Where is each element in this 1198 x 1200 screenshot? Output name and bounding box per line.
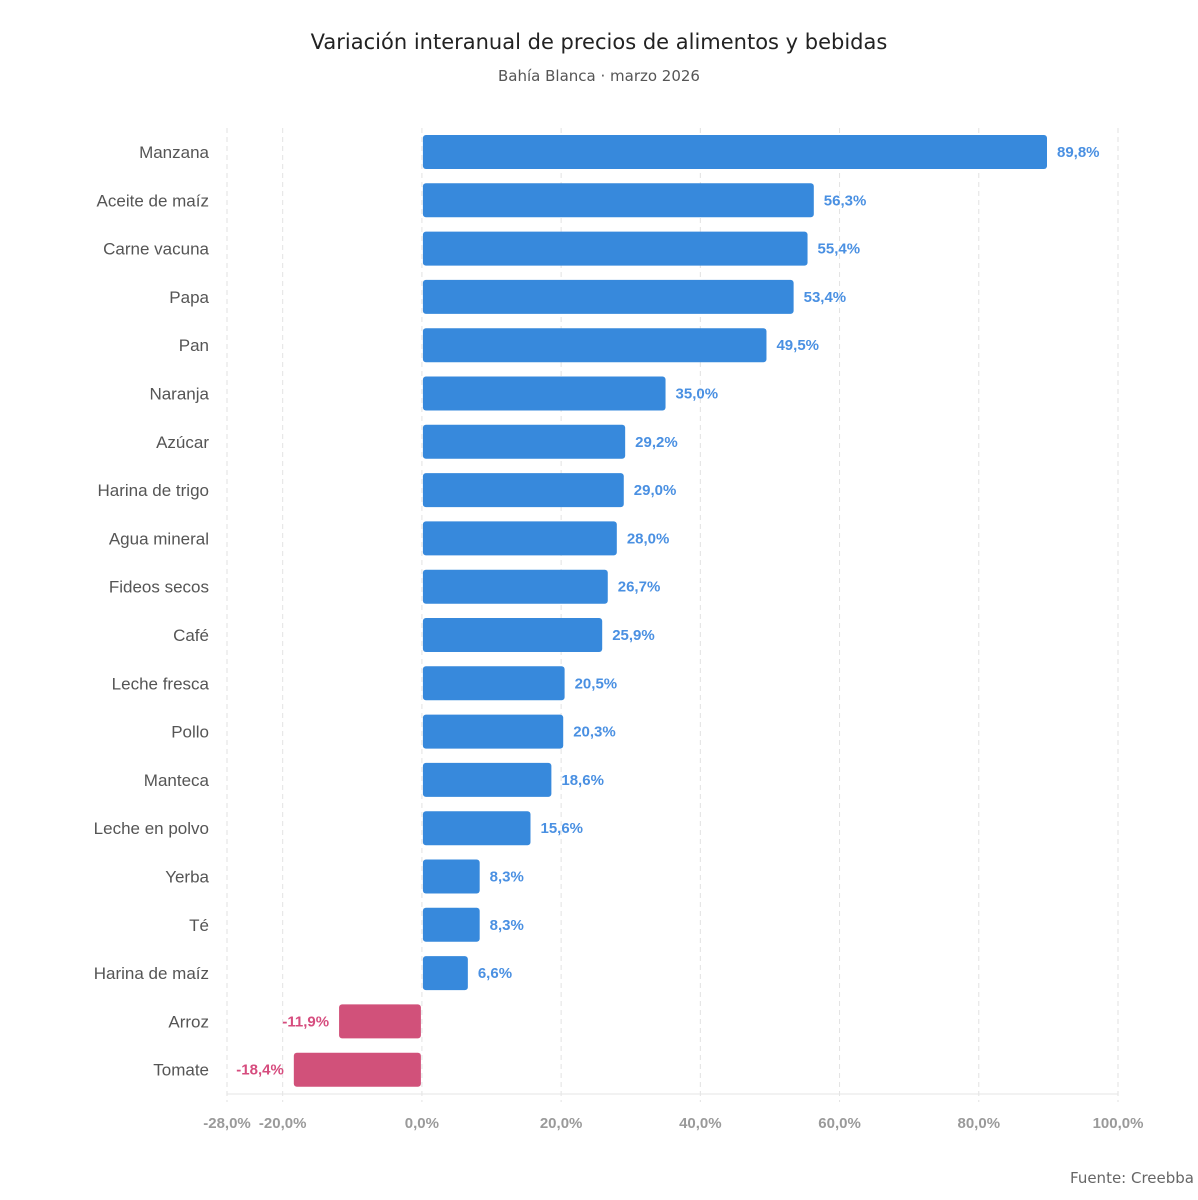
chart-title: Variación interanual de precios de alime… (310, 30, 888, 54)
bar-harina-de-maíz[interactable] (422, 956, 468, 991)
bar-azúcar[interactable] (422, 424, 626, 459)
bar-yerba[interactable] (422, 859, 480, 894)
category-label: Naranja (149, 385, 209, 404)
x-tick-label: 100,0% (1093, 1115, 1144, 1132)
value-label: 35,0% (676, 386, 719, 403)
category-label: Café (173, 626, 209, 645)
value-label: 29,2% (635, 434, 678, 451)
bar-manzana[interactable] (422, 135, 1047, 169)
value-label: 8,3% (490, 869, 524, 886)
category-label: Yerba (165, 868, 209, 887)
value-label: -11,9% (282, 1013, 329, 1030)
bar-tomate[interactable] (293, 1052, 421, 1087)
bar-agua-mineral[interactable] (422, 521, 617, 556)
bar-leche-fresca[interactable] (422, 666, 565, 701)
bar-leche-en-polvo[interactable] (422, 811, 531, 846)
bar-café[interactable] (422, 618, 603, 652)
bar-pollo[interactable] (422, 714, 564, 749)
value-label: 56,3% (824, 192, 867, 209)
value-label: 55,4% (818, 241, 861, 258)
category-label: Manteca (144, 771, 210, 790)
x-tick-label: 20,0% (540, 1115, 583, 1132)
x-tick-label: 40,0% (679, 1115, 722, 1132)
category-label: Fideos secos (109, 578, 209, 597)
category-label: Arroz (168, 1012, 209, 1031)
x-tick-label: 0,0% (405, 1115, 439, 1132)
value-label: 8,3% (490, 917, 524, 934)
category-label: Azúcar (156, 433, 209, 452)
bar-papa[interactable] (422, 279, 794, 314)
x-axis-ticks: -28,0% -20,0% 0,0% 20,0% 40,0% 60,0% 80,0% 100,… (203, 1115, 1143, 1132)
value-label: 15,6% (540, 820, 583, 837)
value-label: 20,5% (575, 675, 618, 692)
category-label: Agua mineral (109, 529, 209, 548)
x-tick-label: -20,0% (259, 1115, 307, 1132)
category-label: Leche fresca (112, 674, 210, 693)
bar-fideos-secos[interactable] (422, 569, 608, 604)
bar-arroz[interactable] (339, 1004, 421, 1039)
chart-subtitle: Bahía Blanca · marzo 2026 (498, 67, 700, 85)
bars (293, 135, 1047, 1087)
bar-pan[interactable] (422, 328, 767, 363)
bar-harina-de-trigo[interactable] (422, 473, 624, 508)
category-label: Tomate (153, 1061, 209, 1080)
category-label: Pan (179, 336, 209, 355)
bar-naranja[interactable] (422, 376, 666, 411)
value-label: -18,4% (236, 1062, 284, 1079)
value-label: 89,8% (1057, 144, 1100, 161)
category-label: Harina de maíz (94, 964, 209, 983)
category-label: Harina de trigo (97, 481, 209, 500)
category-label: Carne vacuna (103, 240, 209, 259)
category-label: Leche en polvo (94, 819, 209, 838)
x-tick-label: -28,0% (203, 1115, 251, 1132)
value-label: 18,6% (561, 772, 604, 789)
value-label: 25,9% (612, 627, 655, 644)
bar-carne-vacuna[interactable] (422, 231, 808, 266)
value-labels: 89,8% 56,3% 55,4% 53,4% 49,5% 35,0% 29,2% 29,0%… (236, 144, 1099, 1079)
value-label: 49,5% (776, 337, 819, 354)
source-note: Fuente: Creebba (1070, 1169, 1194, 1187)
value-label: 20,3% (573, 724, 616, 741)
value-label: 28,0% (627, 530, 670, 547)
value-label: 6,6% (478, 965, 512, 982)
value-label: 53,4% (804, 289, 847, 306)
bar-aceite-de-maíz[interactable] (422, 183, 814, 218)
category-label: Aceite de maíz (97, 191, 209, 210)
bar-té[interactable] (422, 907, 480, 942)
x-tick-label: 60,0% (818, 1115, 861, 1132)
value-label: 29,0% (634, 482, 677, 499)
x-tick-label: 80,0% (958, 1115, 1001, 1132)
category-label: Papa (169, 288, 209, 307)
category-label: Pollo (171, 723, 209, 742)
bar-manteca[interactable] (422, 762, 552, 797)
gridlines (226, 128, 1119, 1102)
category-label: Té (189, 916, 209, 935)
category-labels: Manzana Aceite de maíz Carne vacuna Papa Pan… (94, 143, 210, 1080)
category-label: Manzana (139, 143, 209, 162)
value-label: 26,7% (618, 579, 661, 596)
